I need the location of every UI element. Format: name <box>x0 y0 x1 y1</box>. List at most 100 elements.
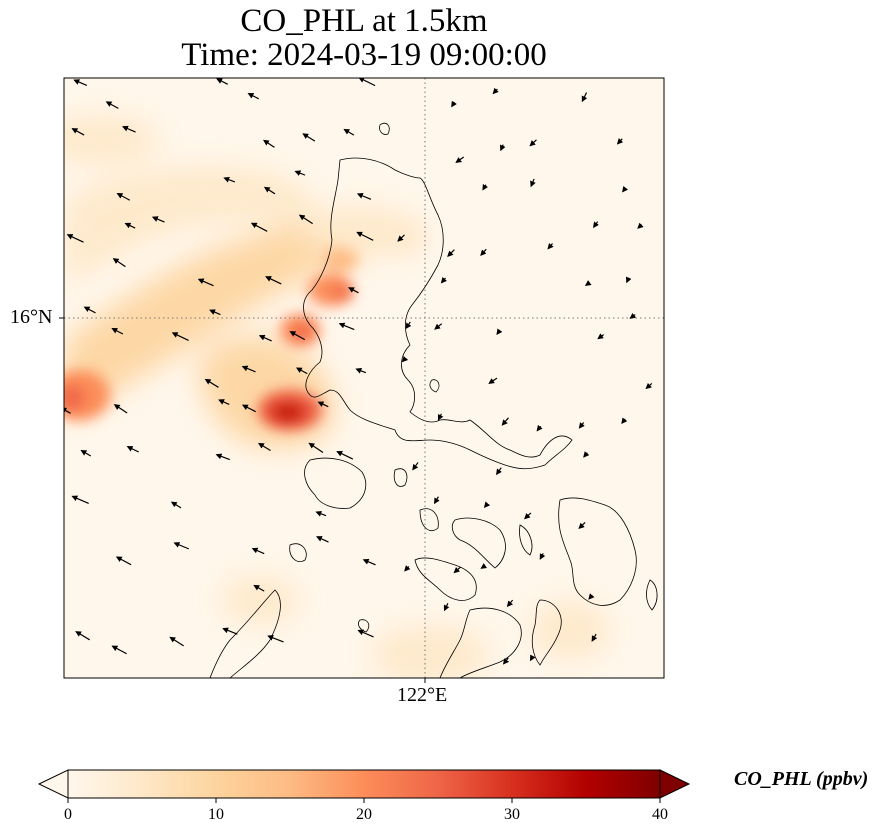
wind-arrow <box>356 231 374 241</box>
colorbar-tick-label: 0 <box>64 806 72 823</box>
wind-arrow <box>480 563 488 569</box>
wind-arrow <box>348 287 359 294</box>
wind-arrow <box>637 222 644 229</box>
wind-arrow <box>289 331 306 341</box>
wind-arrow <box>263 139 275 148</box>
wind-arrow <box>453 566 461 574</box>
map-background <box>64 78 664 678</box>
wind-arrow <box>616 138 624 145</box>
wind-arrow <box>263 186 276 195</box>
wind-arrow <box>622 185 629 193</box>
colorbar-tick-label: 30 <box>504 806 520 823</box>
wind-arrow <box>151 216 165 223</box>
wind-arrow <box>591 633 598 642</box>
wind-arrow <box>588 593 595 600</box>
wind-arrow <box>294 170 306 176</box>
wind-arrow <box>215 453 230 461</box>
colorbar-extend-min <box>37 769 69 799</box>
wind-arrow <box>173 542 190 550</box>
latitude-label: 16°N <box>10 306 53 328</box>
wind-arrow <box>506 599 514 608</box>
wind-arrow <box>447 249 455 257</box>
wind-arrow <box>251 547 265 555</box>
wind-arrow <box>197 278 214 287</box>
colorbar-tick-label: 20 <box>356 806 372 823</box>
wind-arrow <box>397 234 405 242</box>
wind-arrow <box>455 156 465 163</box>
wind-arrow <box>362 558 376 566</box>
wind-arrow <box>121 125 136 133</box>
wind-arrow <box>530 654 536 662</box>
wind-arrow <box>316 536 329 543</box>
wind-arrow <box>482 183 489 191</box>
wind-arrow <box>536 424 543 432</box>
wind-arrow <box>583 451 590 458</box>
wind-arrow <box>483 501 491 509</box>
wind-arrow <box>529 139 537 147</box>
wind-arrow <box>357 629 374 638</box>
wind-arrow <box>496 328 503 335</box>
wind-arrow <box>169 636 184 647</box>
wind-arrow <box>338 322 355 331</box>
wind-arrow <box>170 501 182 509</box>
wind-arrow <box>126 446 139 453</box>
wind-arrow <box>524 512 532 520</box>
wind-arrow <box>241 404 256 413</box>
map-title: CO_PHL at 1.5km Time: 2024-03-19 09:00:0… <box>64 4 664 72</box>
colorbar-gradient <box>68 770 660 798</box>
wind-arrow <box>115 556 132 566</box>
longitude-label: 122°E <box>397 684 448 706</box>
wind-arrow <box>440 277 448 284</box>
wind-arrow <box>83 306 96 314</box>
wind-arrow <box>501 417 509 426</box>
wind-arrow <box>73 79 88 87</box>
wind-arrow <box>111 645 127 655</box>
wind-arrow <box>434 323 443 330</box>
title-line-1: CO_PHL at 1.5km <box>240 3 488 39</box>
wind-arrow <box>222 627 238 635</box>
wind-arrow <box>629 312 637 319</box>
wind-arrow <box>216 78 228 85</box>
wind-arrow <box>539 553 546 560</box>
wind-arrow <box>451 100 457 108</box>
colorbar <box>37 769 691 803</box>
wind-arrow <box>124 222 136 229</box>
wind-arrow <box>593 221 599 229</box>
wind-arrow <box>80 449 92 457</box>
wind-arrow <box>336 450 354 460</box>
wind-arrow <box>597 333 605 340</box>
wind-arrow <box>253 584 265 592</box>
wind-arrow <box>412 462 419 471</box>
wind-arrow <box>105 101 119 109</box>
wind-arrow <box>530 178 536 188</box>
map-figure <box>59 77 665 683</box>
wind-arrow <box>547 242 554 250</box>
wind-arrow <box>265 276 282 285</box>
wind-arrow <box>75 631 90 641</box>
wind-arrow <box>578 522 586 530</box>
wind-arrow <box>492 87 499 95</box>
wind-arrow <box>116 193 130 201</box>
wind-arrow <box>443 603 450 612</box>
wind-arrow <box>64 407 71 414</box>
wind-arrow <box>111 328 124 335</box>
wind-arrow <box>204 378 219 388</box>
wind-arrow <box>343 128 355 136</box>
title-line-2: Time: 2024-03-19 09:00:00 <box>181 37 547 73</box>
wind-arrow <box>405 321 412 330</box>
colorbar-ticks <box>67 798 661 803</box>
wind-arrow <box>112 258 126 268</box>
gridlines <box>64 78 664 678</box>
colorbar-label: CO_PHL (ppbv) <box>734 768 869 790</box>
wind-arrow <box>621 417 628 425</box>
wind-arrow <box>66 234 84 243</box>
co-concentration-field <box>64 115 610 678</box>
wind-arrow <box>209 309 221 316</box>
map-frame <box>63 77 665 679</box>
wind-arrow <box>578 422 585 429</box>
wind-arrow <box>250 222 268 232</box>
wind-arrow <box>247 93 260 100</box>
wind-arrow <box>502 657 510 665</box>
wind-arrow <box>404 565 411 572</box>
wind-arrow <box>298 214 313 225</box>
